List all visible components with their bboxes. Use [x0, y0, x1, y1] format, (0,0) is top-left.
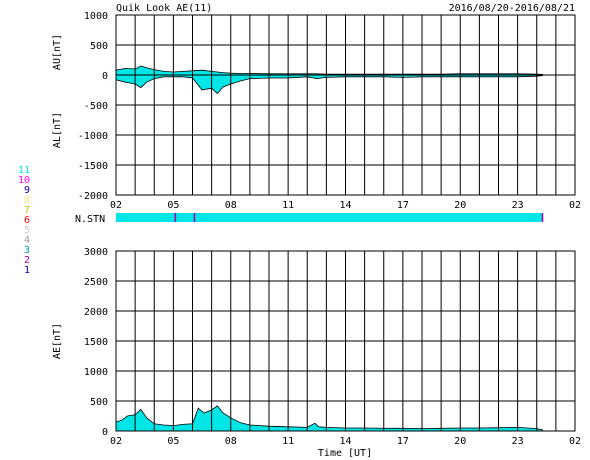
data-area — [115, 65, 543, 95]
station-legend-item: 11 — [18, 165, 30, 176]
ae-x-ticks: 02 05 08 11 14 17 20 23 02 — [110, 436, 581, 447]
y-tick-label: -1000 — [78, 131, 108, 142]
x-tick-label: 05 — [167, 200, 179, 211]
au-al-panel: 1000 500 0 -500 -1000 -1500 -2000 02 05 08 11 14 17… — [52, 11, 581, 211]
y-tick-label: 1000 — [84, 367, 108, 378]
x-tick-label: 05 — [167, 436, 179, 447]
y-tick-label: 2500 — [84, 277, 108, 288]
au-al-x-ticks: 02 05 08 11 14 17 20 23 02 — [110, 200, 581, 211]
station-legend-item: 6 — [24, 215, 30, 226]
x-tick-label: 11 — [282, 436, 294, 447]
ae-axis-label: AE[nT] — [52, 323, 63, 359]
y-tick-label: 2000 — [84, 307, 108, 318]
x-tick-label: 17 — [397, 436, 409, 447]
station-legend-item: 3 — [24, 245, 30, 256]
station-count-label: N.STN — [75, 214, 105, 225]
y-tick-label: -2000 — [78, 191, 108, 202]
x-tick-label: 23 — [512, 200, 524, 211]
x-tick-label: 11 — [282, 200, 294, 211]
x-tick-label: 02 — [110, 200, 122, 211]
x-tick-label: 02 — [110, 436, 122, 447]
au-al-frame — [115, 14, 576, 196]
al-axis-label: AL[nT] — [52, 112, 63, 148]
au-axis-label: AU[nT] — [52, 34, 63, 70]
station-legend-item: 9 — [24, 185, 30, 196]
y-tick-label: 1000 — [84, 11, 108, 22]
y-tick-label: 500 — [90, 41, 108, 52]
au-al-grid — [116, 15, 575, 195]
x-tick-label: 14 — [339, 436, 351, 447]
y-tick-label: 1500 — [84, 337, 108, 348]
x-tick-label: 20 — [454, 436, 466, 447]
date-range: 2016/08/20-2016/08/21 — [449, 3, 575, 14]
station-legend-item: 10 — [18, 175, 30, 186]
y-tick-label: -500 — [84, 101, 108, 112]
x-tick-label: 23 — [512, 436, 524, 447]
x-tick-label: 08 — [225, 200, 237, 211]
station-legend-item: 7 — [24, 205, 30, 216]
station-count-row: N.STN — [75, 213, 544, 225]
y-tick-label: 3000 — [84, 247, 108, 258]
station-legend-item: 1 — [24, 265, 30, 276]
station-count-bar — [116, 213, 544, 222]
y-tick-label: -1500 — [78, 161, 108, 172]
x-tick-label: 08 — [225, 436, 237, 447]
x-tick-label: 17 — [397, 200, 409, 211]
ae-y-ticks: 3000 2500 2000 1500 1000 500 0 — [84, 247, 108, 438]
y-tick-label: 0 — [102, 71, 108, 82]
y-tick-label: 0 — [102, 427, 108, 438]
x-tick-label: 14 — [339, 200, 351, 211]
ae-fill — [115, 405, 543, 432]
ae-frame — [115, 250, 576, 432]
time-axis-label: Time [UT] — [318, 448, 372, 459]
au-al-y-ticks: 1000 500 0 -500 -1000 -1500 -2000 — [78, 11, 108, 202]
au-al-fill — [115, 65, 543, 95]
station-legend-item: 2 — [24, 255, 30, 266]
station-legend-item: 5 — [24, 225, 30, 236]
ae-grid — [116, 251, 575, 431]
station-legend-item: 4 — [24, 235, 30, 246]
x-tick-label: 02 — [569, 200, 581, 211]
ae-panel: 3000 2500 2000 1500 1000 500 0 02 05 08 11 14 17 20 2… — [52, 247, 581, 459]
data-area — [115, 405, 543, 432]
x-tick-label: 02 — [569, 436, 581, 447]
station-legend-item: 8 — [24, 195, 30, 206]
x-tick-label: 20 — [454, 200, 466, 211]
y-tick-label: 500 — [90, 397, 108, 408]
chart-title: Quik Look AE(11) — [116, 3, 212, 14]
station-bar-fill — [116, 213, 543, 222]
